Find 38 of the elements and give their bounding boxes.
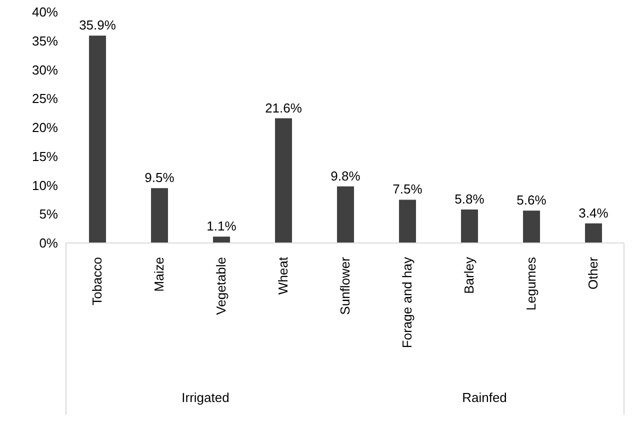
x-tick-label: Maize bbox=[152, 257, 166, 292]
data-label: 35.9% bbox=[79, 18, 116, 33]
bar bbox=[337, 186, 354, 243]
x-tick-label: Forage and hay bbox=[400, 256, 414, 348]
y-tick-label: 10% bbox=[32, 178, 58, 193]
y-tick-label: 15% bbox=[32, 148, 58, 164]
y-tick-label: 40% bbox=[32, 4, 58, 20]
bar bbox=[523, 210, 540, 243]
bar bbox=[585, 223, 602, 243]
bar bbox=[151, 188, 168, 243]
x-tick-label: Tobacco bbox=[90, 257, 104, 306]
data-label: 9.8% bbox=[330, 168, 361, 184]
x-tick-label: Barley bbox=[462, 256, 476, 294]
y-tick-label: 35% bbox=[32, 33, 58, 48]
data-label: 7.5% bbox=[392, 182, 423, 197]
x-tick-label: Wheat bbox=[276, 256, 290, 295]
data-label: 1.1% bbox=[206, 218, 237, 234]
text: Rainfed bbox=[461, 390, 508, 405]
bar bbox=[89, 36, 106, 243]
data-label: 9.5% bbox=[144, 170, 175, 186]
y-tick-label: 25% bbox=[32, 91, 58, 106]
x-tick-label: Sunflower bbox=[338, 256, 352, 315]
data-label: 5.6% bbox=[516, 192, 547, 208]
x-tick-label: Other bbox=[586, 256, 600, 290]
data-label: 3.4% bbox=[578, 205, 609, 220]
data-label: 5.8% bbox=[454, 192, 485, 207]
bar bbox=[399, 200, 416, 243]
y-tick-label: 0% bbox=[39, 236, 58, 251]
bar bbox=[275, 118, 292, 243]
bar bbox=[213, 236, 230, 243]
x-tick-label: Vegetable bbox=[214, 257, 228, 315]
y-tick-label: 30% bbox=[32, 62, 58, 78]
text: Irrigated bbox=[180, 390, 230, 405]
y-tick-label: 5% bbox=[39, 206, 58, 222]
y-tick-label: 20% bbox=[32, 120, 58, 136]
x-tick-label: Legumes bbox=[524, 256, 538, 310]
data-label: 21.6% bbox=[265, 100, 302, 116]
bar bbox=[461, 210, 478, 243]
